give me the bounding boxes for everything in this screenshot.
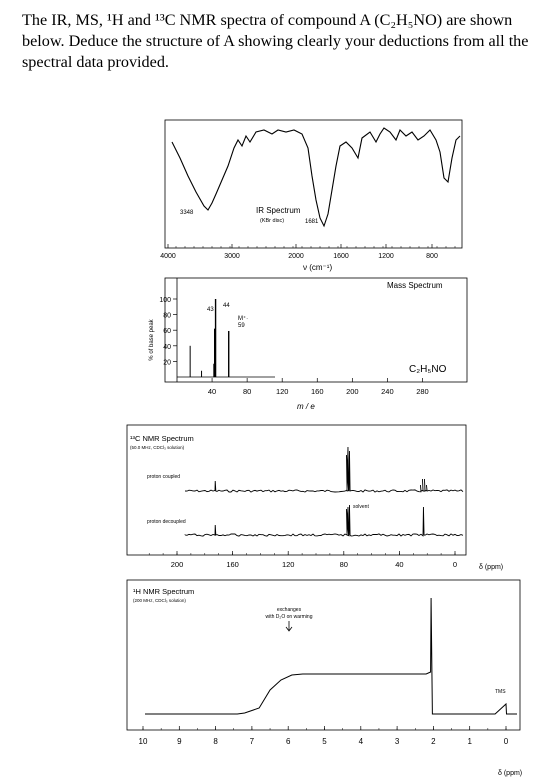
h1-x-tick-label: 9 [177,737,182,746]
h1-x-tick-label: 5 [322,737,327,746]
ir-x-axis-label: ν (cm⁻¹) [303,263,332,272]
ir-x-axis: 4000 3000 2000 1600 1200 800 [160,244,456,260]
h1-integral-trace [145,597,517,715]
c13-x-tick-label: 160 [226,560,239,569]
ms-molecular-ion-label: M⁺· [238,315,248,322]
c13-x-tick-label: 40 [395,560,403,569]
c13-decoupled-trace [184,504,464,537]
ms-x-tick-label: 40 [208,387,216,396]
c13-coupled-trace [184,446,464,493]
mass-spectrum-panel: % of base peak 100 80 60 40 20 43 44 M⁺· 59 … [125,276,470,416]
c13-frame [126,424,467,556]
ir-x-tick-label: 4000 [160,253,176,260]
ms-x-tick-label: 80 [243,387,251,396]
ms-x-axis: 40 80 120 160 200 240 280 [208,378,429,396]
ms-y-tick-label: 100 [159,297,171,304]
h1-x-tick-label: 2 [431,737,436,746]
question-line-3: spectral data provided. [22,53,169,71]
c13-nmr-chart: ¹³C NMR Spectrum (50.0 MHz, CDCl₃ soluti… [126,424,503,571]
ms-x-tick-label: 120 [276,387,289,396]
ms-x-tick-label: 200 [346,387,359,396]
ir-peak-label-1681: 1681 [305,219,319,225]
h1-nmr-panel: ¹H NMR Spectrum (200 MHz, CDCl₃ solution… [125,578,525,778]
c13-nmr-panel: ¹³C NMR Spectrum (50.0 MHz, CDCl₃ soluti… [125,423,550,573]
c13-title: ¹³C NMR Spectrum [130,434,194,443]
ms-x-tick-label: 280 [416,387,429,396]
h1-x-axis: 10 9 8 7 6 5 4 3 2 1 0 [139,726,509,746]
h1-x-tick-label: 10 [139,737,148,746]
ms-peak-label-59: 59 [238,323,245,329]
question-line-2: below. Deduce the structure of A showing… [22,32,529,50]
h1-frame [126,579,521,731]
ms-y-tick-label: 80 [163,313,171,320]
h1-subtitle: (200 MHz, CDCl₃ solution) [133,598,186,603]
h1-annotation-line-2: with D₂O on warming [266,614,313,620]
ms-x-axis-label: m / e [297,402,315,411]
h1-title: ¹H NMR Spectrum [133,587,194,596]
c13-x-tick-label: 200 [171,560,184,569]
ir-spectrum-panel: IR Spectrum (KBr disc) 3348 1681 4000 300… [160,118,470,273]
c13-coupled-label: proton coupled [147,474,180,480]
h1-annotation-line-1: exchanges [277,607,302,613]
h1-x-tick-label: 3 [395,737,400,746]
ms-frame [164,277,468,383]
ir-x-tick-label: 2000 [288,253,304,260]
ir-trace [171,127,461,228]
ir-x-tick-label: 800 [426,253,438,260]
ir-x-tick-label: 1600 [333,253,349,260]
h1-x-tick-label: 4 [359,737,364,746]
ms-y-tick-label: 40 [163,344,171,351]
ir-x-tick-label: 3000 [224,253,240,260]
h1-x-unit: δ (ppm) [498,770,522,777]
ms-title: Mass Spectrum [387,281,443,290]
ms-y-tick-label: 20 [163,359,171,366]
h1-x-tick-label: 6 [286,737,291,746]
c13-x-axis: 200 160 120 80 40 0 [148,551,457,569]
ir-frame [164,119,463,249]
h1-x-tick-label: 8 [213,737,218,746]
question-text: The IR, MS, ¹H and ¹³C NMR spectra of co… [22,10,542,73]
c13-x-tick-label: 120 [282,560,295,569]
c13-subtitle: (50.0 MHz, CDCl₃ solution) [130,445,185,450]
c13-x-tick-label: 80 [340,560,348,569]
ir-peak-label-3348: 3348 [180,210,194,216]
ir-subtitle: (KBr disc) [260,218,284,224]
c13-x-tick-label: 0 [453,560,457,569]
ir-x-tick-label: 1200 [378,253,394,260]
h1-nmr-chart: ¹H NMR Spectrum (200 MHz, CDCl₃ solution… [126,579,522,777]
h1-x-tick-label: 0 [504,737,509,746]
ms-y-axis: 100 80 60 40 20 [159,297,177,366]
ms-peaks [189,299,230,377]
ms-y-tick-label: 60 [163,328,171,335]
h1-x-tick-label: 7 [250,737,255,746]
ms-peak-label-43: 43 [207,307,214,313]
c13-decoupled-label: proton decoupled [147,519,186,525]
ms-x-tick-label: 240 [381,387,394,396]
h1-x-tick-label: 1 [467,737,472,746]
h1-tms-label: TMS [495,689,506,695]
ir-spectrum-chart: IR Spectrum (KBr disc) 3348 1681 4000 300… [160,119,463,272]
ms-peak-label-44: 44 [223,303,230,309]
ms-x-tick-label: 160 [311,387,324,396]
c13-solvent-label: solvent [353,504,369,510]
ir-title: IR Spectrum [256,206,301,215]
ms-y-axis-label: % of base peak [149,318,155,360]
c13-x-unit: δ (ppm) [479,564,503,571]
question-line-1: The IR, MS, ¹H and ¹³C NMR spectra of co… [22,11,513,29]
ms-formula: C₂H₅NO [409,364,447,375]
h1-annotation-arrow-icon [285,621,293,632]
